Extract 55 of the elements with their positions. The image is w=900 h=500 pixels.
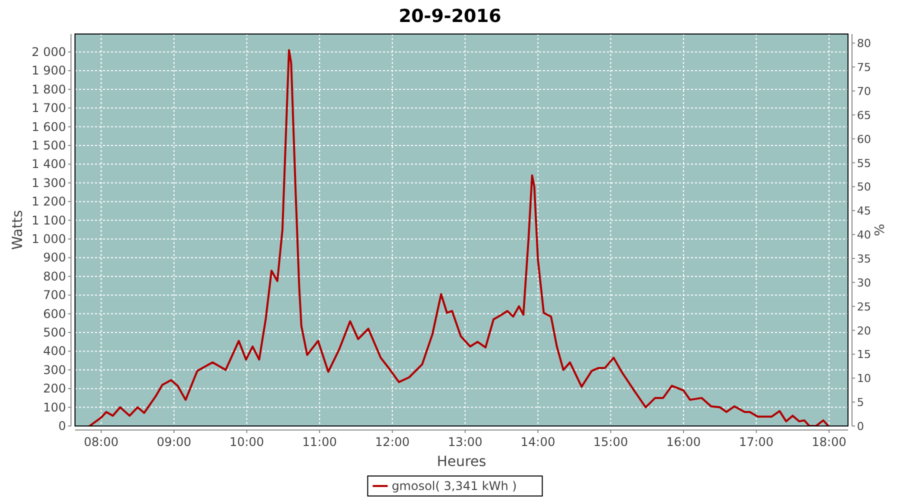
- y-tick-label: 700: [43, 288, 66, 302]
- x-tick-label: 13:00: [448, 435, 482, 449]
- y-tick-label: 1 400: [32, 157, 66, 172]
- x-tick-label: 09:00: [156, 435, 192, 449]
- y2-tick-label: 30: [857, 276, 871, 290]
- y-tick-label: 900: [43, 250, 66, 265]
- y2-tick-label: 70: [857, 84, 871, 98]
- y2-axis-title: %: [873, 224, 888, 236]
- line-series: [88, 49, 830, 426]
- y2-tick-label: 75: [857, 61, 871, 74]
- y2-tick-label: 15: [857, 348, 871, 362]
- y2-tick-label: 60: [857, 132, 871, 146]
- x-tick-label: 14:00: [520, 435, 556, 449]
- y-tick-label: 100: [43, 400, 66, 414]
- y-tick-label: 2 000: [32, 44, 66, 59]
- x-tick-label: 10:00: [229, 435, 264, 449]
- y-tick-label: 500: [43, 325, 66, 340]
- y2-tick-label: 50: [857, 180, 871, 194]
- y-tick-label: 1 900: [32, 64, 66, 78]
- y2-tick-label: 5: [857, 396, 864, 410]
- x-axis-title: Heures: [436, 454, 486, 470]
- chart-title: 20-9-2016: [398, 6, 502, 27]
- y-tick-label: 1 100: [32, 213, 66, 228]
- y-tick-label: 800: [43, 269, 66, 284]
- y2-tick-label: 25: [857, 300, 871, 314]
- x-tick-label: 08:00: [84, 435, 118, 449]
- y-tick-label: 200: [43, 382, 66, 396]
- y-tick-label: 1 200: [32, 194, 66, 209]
- x-tick-label: 16:00: [666, 435, 701, 449]
- x-tick-label: 18:00: [812, 435, 846, 449]
- y-tick-label: 1 500: [32, 138, 66, 152]
- x-tick-label: 11:00: [302, 435, 337, 449]
- y-tick-label: 1 800: [32, 82, 66, 96]
- x-tick-label: 15:00: [593, 435, 628, 449]
- y-tick-label: 300: [43, 362, 66, 377]
- y-tick-label: 1 600: [32, 120, 66, 134]
- x-tick-label: 17:00: [738, 435, 774, 449]
- y-axis-title: Watts: [10, 210, 26, 250]
- y-tick-label: 0: [58, 419, 66, 433]
- y-tick-label: 1 300: [32, 176, 66, 190]
- y2-tick-label: 40: [857, 228, 871, 242]
- y-tick-label: 1 000: [32, 232, 66, 246]
- y2-tick-label: 0: [857, 420, 864, 433]
- legend-label: gmosol( 3,341 kWh ): [392, 479, 517, 493]
- y2-tick-label: 65: [857, 108, 871, 122]
- y-tick-label: 600: [43, 306, 66, 321]
- y-tick-label: 400: [43, 344, 66, 358]
- y2-tick-label: 10: [857, 372, 871, 386]
- y2-tick-label: 80: [857, 37, 871, 50]
- x-tick-label: 12:00: [375, 435, 410, 449]
- y-tick-label: 1 700: [32, 101, 66, 116]
- y2-tick-label: 45: [857, 204, 871, 218]
- y2-tick-label: 20: [857, 324, 871, 338]
- y2-tick-label: 35: [857, 252, 871, 266]
- y2-tick-label: 55: [857, 156, 871, 170]
